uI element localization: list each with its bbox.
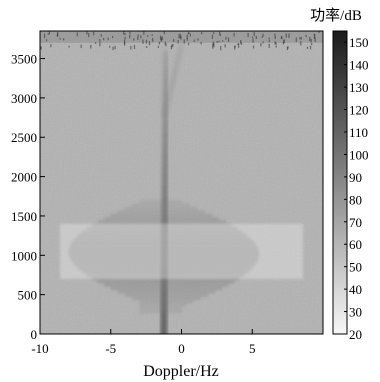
x-tick-label: -10 bbox=[31, 341, 48, 356]
colorbar-gradient bbox=[333, 31, 347, 334]
y-tick-label: 3500 bbox=[11, 52, 37, 67]
colorbar-tick-label: 130 bbox=[349, 80, 369, 95]
colorbar-tick-label: 110 bbox=[349, 125, 368, 140]
y-tick-label: 1000 bbox=[11, 248, 37, 263]
colorbar-tick-label: 140 bbox=[349, 58, 369, 73]
fan-stripe bbox=[125, 207, 198, 210]
y-tick-label: 500 bbox=[18, 288, 38, 303]
fan-stripe bbox=[104, 284, 229, 287]
fan-stripe bbox=[139, 200, 182, 203]
x-axis-label: Doppler/Hz bbox=[143, 363, 219, 380]
fan-halo bbox=[60, 224, 303, 279]
colorbar-tick-label: 80 bbox=[349, 192, 362, 207]
colorbar-tick-label: 40 bbox=[349, 282, 362, 297]
colorbar-tick-label: 90 bbox=[349, 170, 362, 185]
fan-stripe bbox=[139, 300, 193, 303]
colorbar-tick-label: 60 bbox=[349, 237, 362, 252]
y-tick-label: 1500 bbox=[11, 209, 37, 224]
fan-stripe bbox=[110, 287, 222, 290]
colorbar-tick-label: 30 bbox=[349, 305, 362, 320]
fan-stripe bbox=[132, 297, 201, 300]
fan-stripe bbox=[98, 220, 226, 223]
fan-stripe bbox=[98, 280, 235, 283]
plot-area bbox=[40, 31, 323, 345]
fan-stripe bbox=[125, 294, 209, 297]
fan-stripe bbox=[110, 214, 212, 217]
x-tick-label: 0 bbox=[178, 341, 185, 356]
y-tick-label: 2000 bbox=[11, 170, 37, 185]
x-tick-label: -5 bbox=[105, 341, 116, 356]
fan-stripe bbox=[132, 204, 190, 207]
y-tick-label: 2500 bbox=[11, 130, 37, 145]
colorbar-tick-label: 120 bbox=[349, 103, 369, 118]
fan-stripe bbox=[117, 210, 205, 213]
colorbar-tick-label: 50 bbox=[349, 260, 362, 275]
fan-stripe bbox=[139, 310, 182, 313]
y-tick-label: 3000 bbox=[11, 91, 37, 106]
fan-stripe bbox=[104, 217, 219, 220]
colorbar-tick-label: 70 bbox=[349, 215, 362, 230]
colorbar-label: 功率/dB bbox=[310, 7, 362, 24]
fan-stripe bbox=[117, 290, 215, 293]
x-tick-label: 5 bbox=[249, 341, 256, 356]
colorbar-tick-label: 20 bbox=[349, 327, 362, 342]
y-tick-label: 0 bbox=[31, 327, 38, 342]
colorbar-tick-label: 150 bbox=[349, 35, 369, 50]
fan-stripe bbox=[139, 304, 185, 307]
colorbar-tick-label: 100 bbox=[349, 147, 369, 162]
colorbar-ticks: 20 30 40 50 60 70 80 90 100 110 120 130 140 150 bbox=[344, 35, 369, 342]
fan-stripe bbox=[139, 307, 182, 310]
